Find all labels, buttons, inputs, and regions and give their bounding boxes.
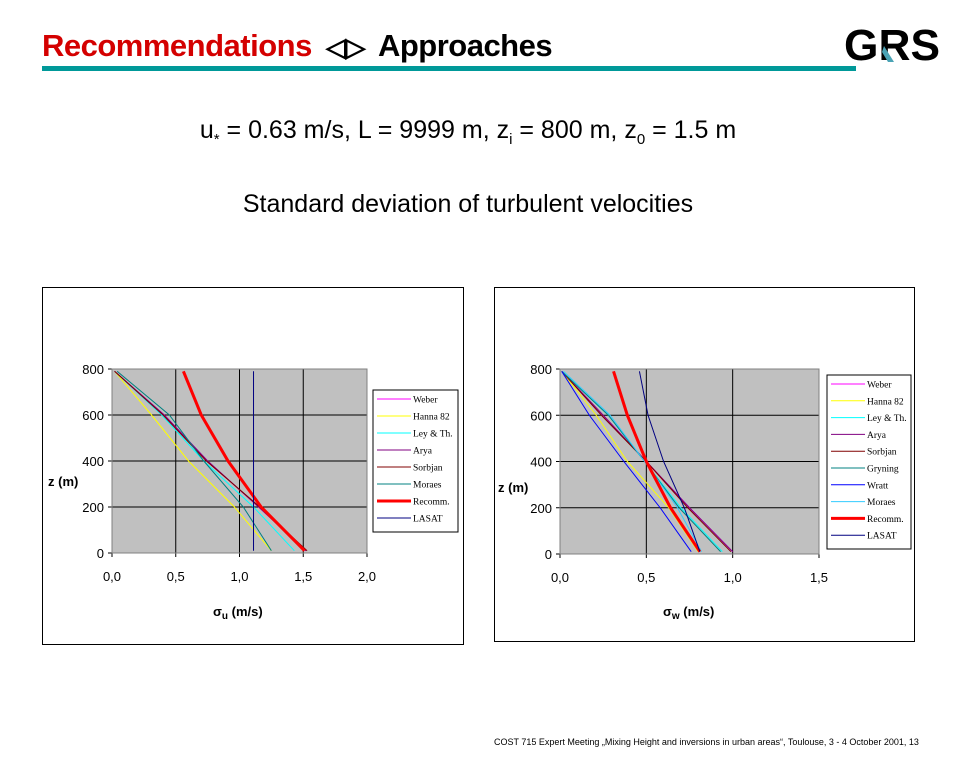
x-axis-label: σu (m/s) xyxy=(213,604,263,622)
zi-subscript: i xyxy=(509,131,513,148)
x-axis-unit: (m/s) xyxy=(680,604,715,619)
x-axis-unit: (m/s) xyxy=(228,604,263,619)
x-tick-label: 1,5 xyxy=(810,570,828,585)
zi-symbol: z xyxy=(496,116,510,144)
y-tick-label: 800 xyxy=(82,362,104,377)
legend-label: Ley & Th. xyxy=(867,414,907,424)
legend-label: Moraes xyxy=(413,481,442,491)
x-axis-symbol: σ xyxy=(663,604,672,619)
legend-label: Ley & Th. xyxy=(413,430,453,440)
title-approaches: Approaches xyxy=(377,28,553,63)
x-tick-label: 0,5 xyxy=(637,570,655,585)
footer: COST 715 Expert Meeting „Mixing Height a… xyxy=(494,737,919,747)
y-tick-label: 600 xyxy=(530,408,552,423)
chart-svg: 0 200 400 600 800 0,0 0,5 1,0 1,5 z (m) σw (m/s) We… xyxy=(498,362,912,622)
legend-label: Gryning xyxy=(867,465,899,475)
series-line-wratt xyxy=(561,371,692,552)
u-subscript: * xyxy=(213,131,220,148)
z0-symbol: z xyxy=(624,116,637,144)
z0-subscript: 0 xyxy=(636,131,646,148)
y-axis-label: z (m) xyxy=(48,474,78,489)
legend-label: Wratt xyxy=(867,481,889,491)
x-tick-label: 0,0 xyxy=(103,569,121,584)
title-underline xyxy=(42,66,856,71)
grs-logo: GRS xyxy=(844,24,940,64)
legend-label: Hanna 82 xyxy=(867,397,904,407)
y-tick-label: 0 xyxy=(545,547,552,562)
legend-box xyxy=(372,389,459,533)
y-axis-label: z (m) xyxy=(498,480,528,495)
x-tick-label: 1,0 xyxy=(230,569,248,584)
legend-label: Arya xyxy=(413,447,433,457)
legend-label: LASAT xyxy=(413,515,443,525)
zi-value: = 800 m, xyxy=(512,116,625,144)
y-tick-label: 200 xyxy=(82,500,104,515)
series-line-moraes xyxy=(563,370,703,552)
legend-label: Weber xyxy=(413,396,438,406)
legend-label: LASAT xyxy=(867,532,897,542)
x-tick-label: 0,0 xyxy=(551,570,569,585)
parameters-line: u* = 0.63 m/s, L = 9999 m, zi = 800 m, z… xyxy=(0,116,936,148)
legend-label: Recomm. xyxy=(413,498,450,508)
legend-label: Arya xyxy=(867,431,887,441)
legend-label: Hanna 82 xyxy=(413,413,450,423)
x-tick-label: 0,5 xyxy=(167,569,185,584)
legend-label: Sorbjan xyxy=(867,448,897,458)
x-axis-subscript: u xyxy=(222,611,228,622)
sigma-w-chart: 0 200 400 600 800 0,0 0,5 1,0 1,5 z (m) σw (m/s) We… xyxy=(494,287,915,642)
legend-label: Recomm. xyxy=(867,515,904,525)
x-tick-label: 1,0 xyxy=(724,570,742,585)
legend-label: Sorbjan xyxy=(413,464,443,474)
z0-value: = 1.5 m xyxy=(645,116,737,144)
y-tick-label: 800 xyxy=(530,362,552,377)
double-arrow-icon: ◁▷ xyxy=(325,32,366,62)
slide-heading: Standard deviation of turbulent velociti… xyxy=(242,190,694,218)
plot-border xyxy=(559,368,820,555)
x-axis-symbol: σ xyxy=(213,604,222,619)
series-line-recomm xyxy=(612,370,702,553)
x-axis-subscript: w xyxy=(671,611,680,622)
series-line-hanna-82 xyxy=(114,370,272,552)
legend: Weber Hanna 82 Ley & Th. Arya Sorbjan Gryning… xyxy=(826,374,912,550)
chart-svg: 0 200 400 600 800 0,0 0,5 1,0 1,5 2,0 z (m) σu (m/s… xyxy=(48,362,459,622)
y-tick-label: 400 xyxy=(82,454,104,469)
legend-label: Moraes xyxy=(867,498,896,508)
plot-border xyxy=(111,368,368,554)
series-line-moraes xyxy=(116,370,272,551)
u-value: = 0.63 m/s, L = 9999 m, xyxy=(219,116,497,144)
legend: Weber Hanna 82 Ley & Th. Arya Sorbjan Moraes R… xyxy=(372,389,459,533)
x-tick-label: 1,5 xyxy=(294,569,312,584)
y-tick-label: 400 xyxy=(530,455,552,470)
y-tick-label: 0 xyxy=(97,546,104,561)
legend-label: Weber xyxy=(867,381,892,391)
u-symbol: u xyxy=(199,116,214,144)
x-tick-label: 2,0 xyxy=(358,569,376,584)
y-tick-label: 600 xyxy=(82,408,104,423)
series-line-lasat xyxy=(638,371,701,552)
y-tick-label: 200 xyxy=(530,501,552,516)
series-line-recomm xyxy=(182,370,306,552)
svg-text:GRS: GRS xyxy=(844,24,940,64)
title-recommendations: Recommendations xyxy=(42,28,312,63)
slide-title: Recommendations ◁▷ Approaches xyxy=(42,28,553,64)
x-axis-label: σw (m/s) xyxy=(663,604,714,622)
legend-box xyxy=(826,374,912,550)
sigma-u-chart: 0 200 400 600 800 0,0 0,5 1,0 1,5 2,0 z (m) σu (m/s… xyxy=(42,287,464,645)
